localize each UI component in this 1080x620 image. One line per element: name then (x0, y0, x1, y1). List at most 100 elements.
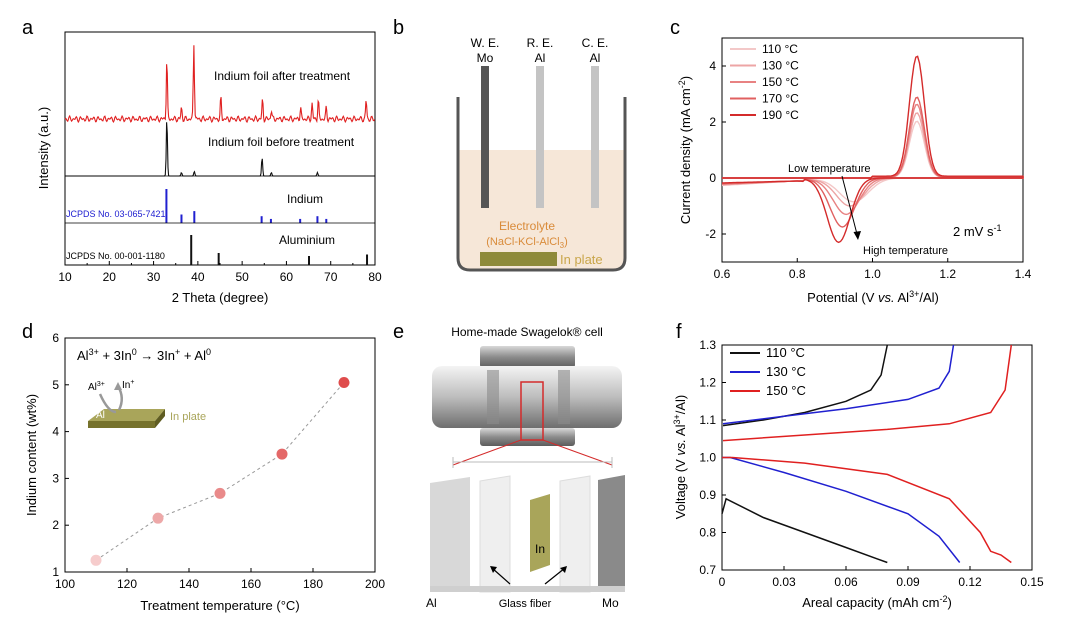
panel-f-ylabel-sup: 3+ (672, 414, 682, 424)
al-plate (430, 477, 470, 592)
inset-arrowhead (114, 382, 122, 390)
legend-label: 130 °C (766, 364, 806, 379)
panel-c-rate-sup: -1 (993, 223, 1001, 233)
glass-arrowhead-right (560, 566, 567, 573)
inset-plate-side (155, 409, 165, 428)
ytick-label: 0.9 (699, 488, 716, 502)
electrolyte-comp-main: (NaCl-KCl-AlCl (486, 236, 559, 248)
ytick-label: 1.0 (699, 451, 716, 465)
swagelok-title: Home-made Swagelok® cell (451, 325, 603, 339)
eq-part: 0 (206, 347, 211, 357)
electrode-ce (591, 66, 599, 208)
panel-c-xlabel-c: /Al) (919, 290, 939, 305)
ytick-label: 0 (709, 171, 716, 185)
e-label-glass: Glass fiber (499, 598, 552, 610)
ytick-label: 0.7 (699, 563, 716, 577)
inset-in: In+ (122, 379, 134, 391)
panel-c-annot-low: Low temperature (788, 163, 871, 175)
xrd-after-line (64, 45, 376, 124)
in-foil (530, 494, 550, 572)
ce-material: Al (590, 51, 601, 65)
ytick-label: 4 (52, 425, 59, 439)
panel-a-label-indium: Indium (287, 192, 323, 206)
panel-f-xlabel-sup: -2 (939, 594, 947, 604)
panel-d-ticks: 100 120 140 160 180 200 1 2 3 4 5 6 (52, 331, 385, 591)
inset-al: Al (96, 410, 105, 421)
cell-bottom-nut (480, 428, 575, 446)
xtick-label: 30 (147, 270, 161, 284)
panel-c-xlabel-vs: vs. (878, 290, 895, 305)
xtick-label: 70 (324, 270, 338, 284)
panel-f-plot (721, 344, 1013, 564)
ytick-label: 1 (52, 565, 59, 579)
panel-f-ylabel-a: Voltage (V (673, 456, 688, 520)
panel-d-frame (64, 337, 376, 573)
cv-curve (722, 55, 1024, 244)
xtick-label: 120 (117, 577, 137, 591)
panel-a-letter: a (22, 17, 34, 39)
panel-d-equation: Al3+ + 3In0 → 3In+ + Al0 (77, 347, 211, 363)
cell-top-nut (480, 346, 575, 368)
mo-plate (598, 475, 625, 592)
charge-curve (722, 344, 1013, 442)
panel-c-letter: c (670, 17, 680, 39)
trend-line (95, 382, 345, 561)
legend-label: 150 °C (766, 383, 806, 398)
cell-collar-left (487, 370, 499, 424)
panel-c-ylabel: Current density (mA cm-2) (677, 76, 693, 224)
data-point (214, 487, 226, 499)
xtick-label: 60 (280, 270, 294, 284)
eq-part: 0 (132, 347, 137, 357)
cv-curve (721, 112, 1024, 207)
panel-c-arrow (841, 175, 859, 239)
panel-a: 10 20 30 40 50 60 70 80 Indium foil after treat… (36, 31, 382, 305)
panel-c-ylabel-main: Current density (mA cm (678, 88, 693, 224)
panel-c-xlabel-a: Potential (V (807, 290, 878, 305)
ytick-label: -2 (705, 227, 716, 241)
panel-f: 0 0.03 0.06 0.09 0.12 0.15 0.7 0.8 0.9 1.0 1.1 1.2 1… (672, 338, 1044, 610)
panel-c-xlabel-sup: 3+ (909, 289, 919, 299)
ytick-label: 2 (709, 115, 716, 129)
in-plate-label: In plate (560, 252, 603, 267)
zoom-line-left (452, 439, 522, 466)
eq-part: 3+ (89, 347, 99, 357)
eq-part: + (175, 347, 180, 357)
inset-in-main: In (122, 380, 130, 391)
xtick-label: 0.15 (1020, 575, 1044, 589)
panel-f-xlabel-a: Areal capacity (mAh cm (802, 595, 939, 610)
glass-fiber-2 (559, 475, 591, 593)
panel-c-ticks: 0.6 0.8 1.0 1.2 1.4 -2 0 2 4 (705, 59, 1031, 281)
ytick-label: 4 (709, 59, 716, 73)
ytick-label: 5 (52, 378, 59, 392)
panel-d-xlabel: Treatment temperature (°C) (140, 598, 299, 613)
panel-e: Home-made Swagelok® cell In Al Glass fib… (426, 325, 625, 610)
xtick-label: 50 (235, 270, 249, 284)
xtick-label: 1.2 (939, 267, 956, 281)
xtick-label: 200 (365, 577, 385, 591)
we-material: Mo (477, 51, 494, 65)
panel-f-ylabel-vs: vs. (673, 439, 688, 456)
cv-curve (721, 120, 1024, 203)
inset-arrow-in (98, 393, 117, 414)
electrolyte-comp-end: ) (564, 236, 568, 248)
ytick-label: 1.1 (699, 413, 716, 427)
legend-label: 130 °C (762, 59, 799, 73)
re-label: R. E. (527, 36, 554, 50)
electrolyte-label: Electrolyte (499, 219, 555, 233)
electrode-we (481, 66, 489, 208)
glass-arrowhead-left (490, 566, 497, 573)
inset-al3: Al3+ (88, 381, 105, 393)
panel-a-ylabel: Intensity (a.u.) (36, 107, 51, 189)
panel-d-letter: d (22, 321, 33, 343)
legend-label: 110 °C (762, 42, 798, 56)
panel-b: W. E. Mo R. E. Al C. E. Al Electrolyte (… (456, 36, 627, 272)
xtick-label: 40 (191, 270, 205, 284)
panel-d-plot (90, 376, 350, 566)
xtick-label: 20 (103, 270, 117, 284)
e-label-al: Al (426, 596, 437, 610)
ytick-label: 0.8 (699, 526, 716, 540)
inset-in-sup: + (130, 379, 134, 386)
eq-part: + Al (180, 348, 206, 363)
